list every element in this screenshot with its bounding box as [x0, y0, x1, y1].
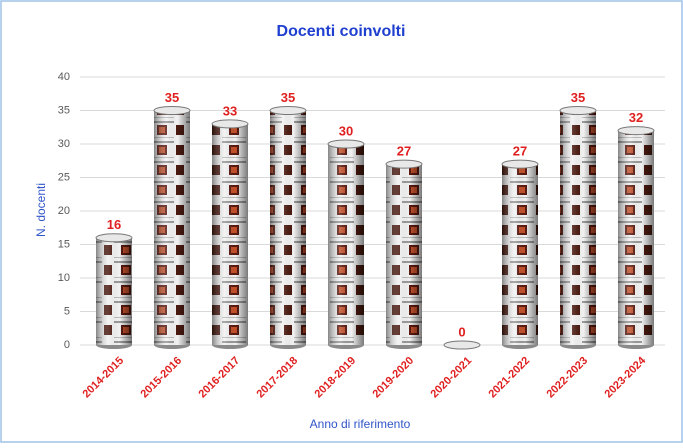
value-label: 0 [458, 324, 465, 339]
y-tick-label: 20 [58, 205, 70, 217]
bar-shading [270, 111, 306, 346]
bar-top [154, 107, 190, 115]
bar-shading [328, 144, 364, 345]
value-label: 35 [571, 90, 585, 105]
bar-shading [386, 164, 422, 345]
y-tick-label: 25 [58, 171, 70, 183]
value-label: 27 [513, 144, 527, 159]
bar-top [96, 234, 132, 242]
value-label: 32 [629, 110, 643, 125]
y-tick-label: 40 [58, 71, 70, 83]
value-label: 35 [281, 90, 295, 105]
chart-title: Docenti coinvolti [277, 23, 406, 40]
bar-top [386, 160, 422, 168]
bar-top [618, 127, 654, 135]
bar-shading [154, 111, 190, 346]
bar-top [328, 140, 364, 148]
value-label: 33 [223, 103, 237, 118]
value-label: 30 [339, 123, 353, 138]
y-tick-label: 5 [64, 305, 70, 317]
y-tick-label: 0 [64, 339, 70, 351]
bar-shading [618, 131, 654, 345]
bar-shading [96, 238, 132, 345]
bar-top [212, 120, 248, 128]
bar-shading [502, 164, 538, 345]
chart: Docenti coinvolti N. docenti Anno di rif… [0, 0, 683, 443]
bar-top [560, 107, 596, 115]
bar-top [444, 341, 480, 349]
value-label: 16 [107, 217, 121, 232]
y-axis-label: N. docenti [34, 183, 48, 237]
y-tick-label: 15 [58, 238, 70, 250]
y-tick-label: 10 [58, 272, 70, 284]
value-label: 35 [165, 90, 179, 105]
x-axis-label: Anno di riferimento [310, 417, 411, 431]
value-label: 27 [397, 144, 411, 159]
bar-shading [212, 124, 248, 345]
y-tick-label: 35 [58, 104, 70, 116]
bar-top [270, 107, 306, 115]
y-tick-label: 30 [58, 138, 70, 150]
bar-shading [560, 111, 596, 346]
bar-top [502, 160, 538, 168]
